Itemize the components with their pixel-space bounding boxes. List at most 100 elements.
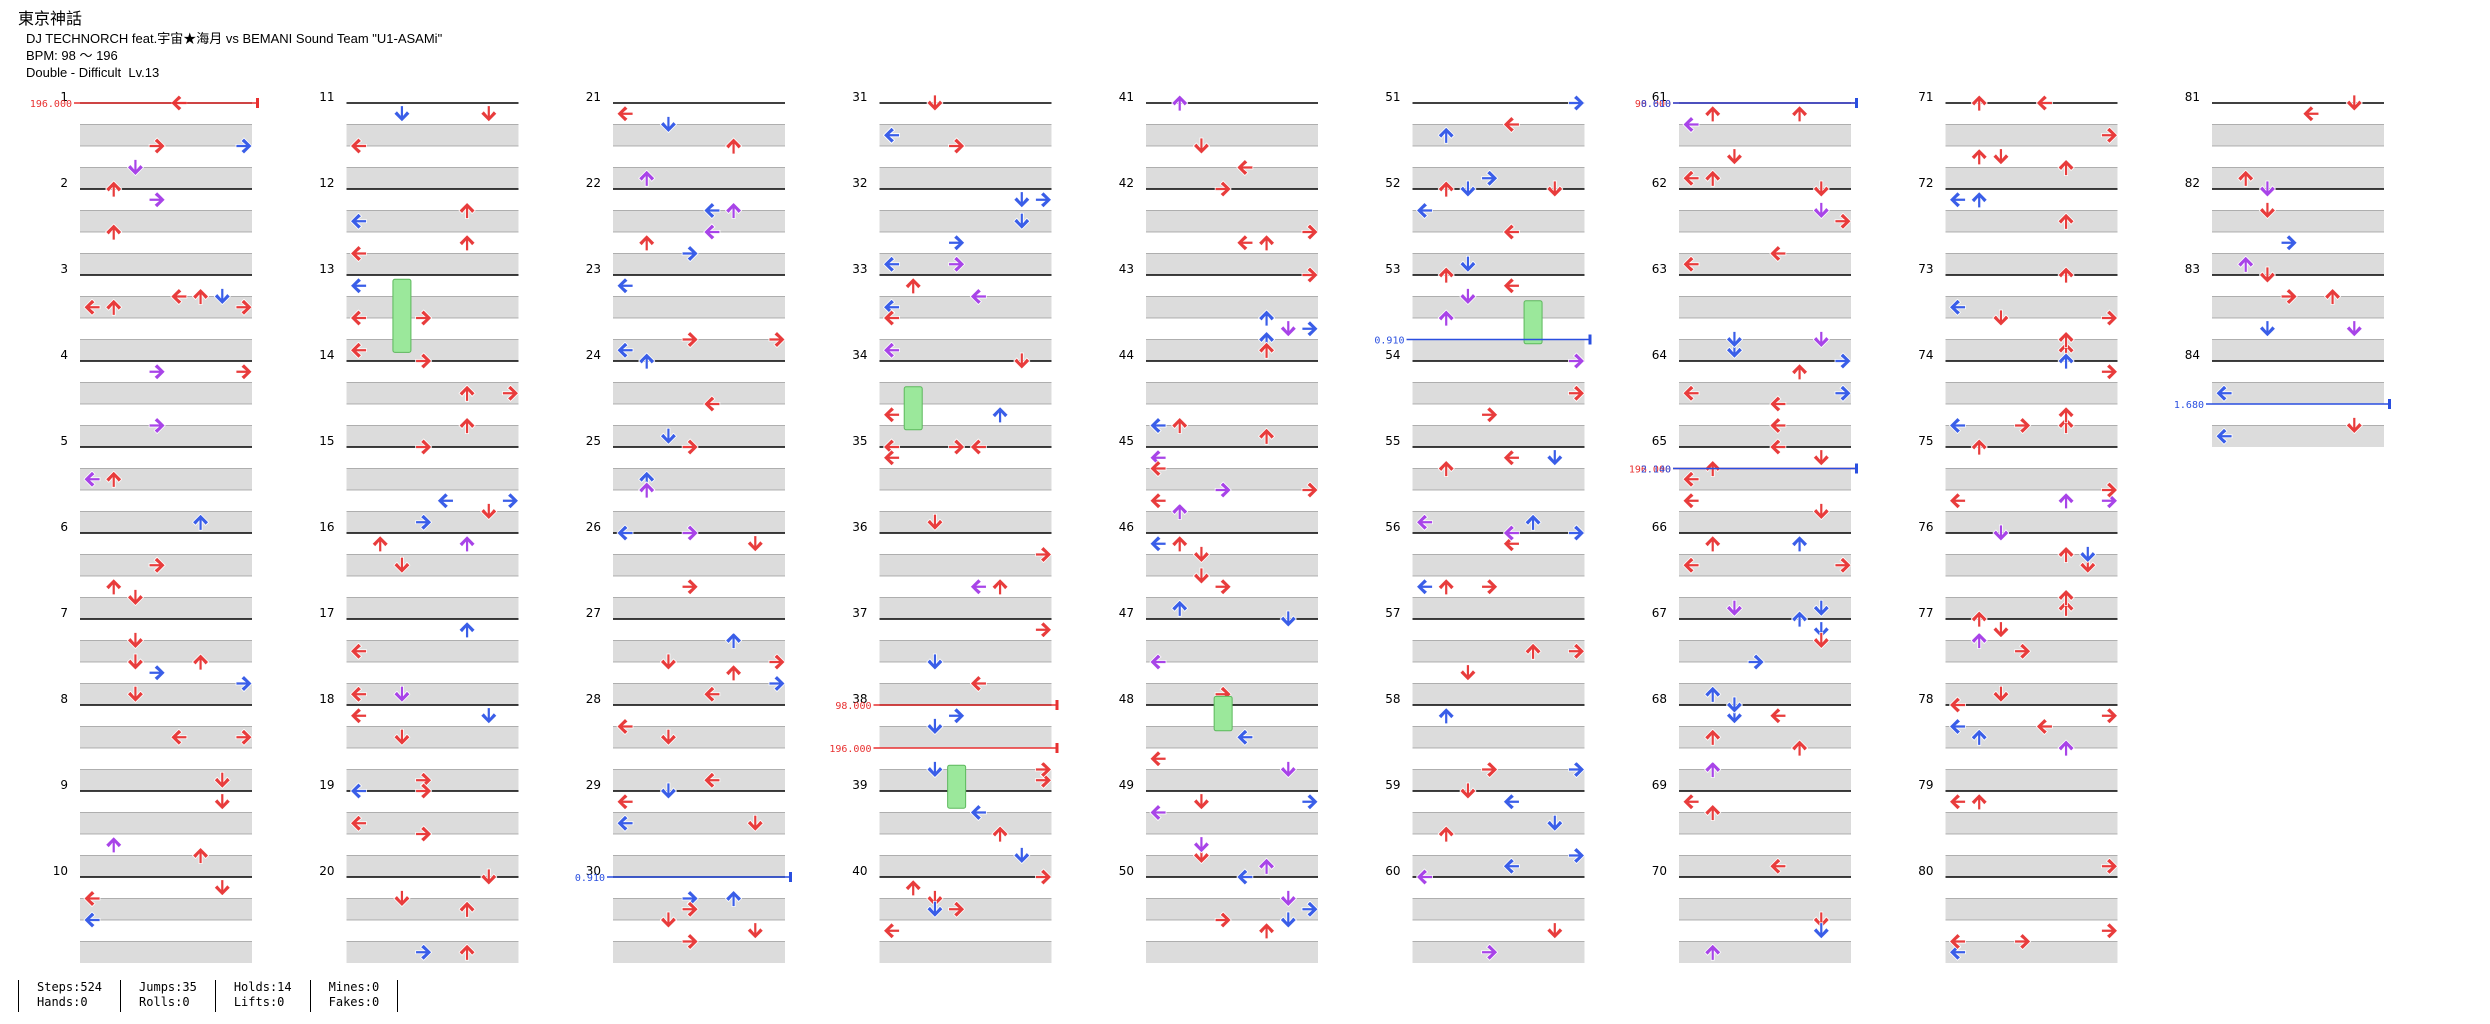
measure-number: 25: [586, 434, 601, 448]
beat-row: [1679, 425, 1851, 447]
arrow-note-icon: [1812, 449, 1830, 467]
arrow-note-icon: [2014, 932, 2032, 951]
measure-number: 30: [586, 864, 601, 878]
measure-number: 67: [1652, 606, 1667, 620]
arrow-note-icon: [1970, 728, 1988, 746]
arrow-note-icon: [1970, 610, 1988, 628]
beat-row: [1945, 511, 2118, 533]
beat-row: [879, 425, 1052, 447]
step-chart: 1234567891011121314151617181920212223242…: [30, 90, 2391, 963]
arrow-note-icon: [1834, 556, 1852, 574]
arrow-note-icon: [681, 330, 699, 349]
freeze-hold-icon: [1213, 695, 1233, 732]
arrow-note-icon: [1992, 148, 2010, 166]
beat-row: [1412, 554, 1585, 576]
arrow-note-icon: [882, 449, 900, 467]
arrow-note-icon: [349, 137, 367, 155]
measure-number: 27: [586, 606, 601, 620]
arrow-note-icon: [1992, 685, 2010, 703]
arrow-note-icon: [1279, 890, 1297, 908]
beat-row: [1679, 124, 1851, 146]
beat-row: [346, 554, 519, 576]
arrow-note-icon: [393, 556, 411, 574]
measure-number: 9: [60, 778, 68, 792]
measure-number: 8: [60, 692, 68, 706]
measure-number: 24: [586, 348, 601, 362]
arrow-note-icon: [2101, 707, 2119, 725]
arrow-note-icon: [83, 911, 101, 929]
beat-row: [1412, 468, 1585, 490]
arrow-note-icon: [105, 470, 123, 488]
difficulty-line: Double - Difficult Lv.13: [26, 65, 160, 80]
beat-row: [879, 124, 1052, 146]
arrow-note-icon: [746, 535, 764, 553]
arrow-note-icon: [1171, 416, 1189, 434]
arrow-note-icon: [349, 685, 367, 703]
arrow-note-icon: [1769, 395, 1787, 413]
arrow-note-icon: [2057, 352, 2075, 370]
arrow-note-icon: [1791, 535, 1809, 553]
beat-row: [1679, 726, 1851, 748]
arrow-note-icon: [616, 524, 634, 542]
arrow-note-icon: [1704, 105, 1722, 123]
beat-row: [2212, 339, 2384, 361]
arrow-note-icon: [1546, 922, 1564, 940]
arrow-note-icon: [1459, 288, 1477, 306]
bpm-line: BPM: 98 ～ 196: [26, 48, 118, 63]
beat-row: [80, 554, 252, 576]
beat-row: [346, 511, 519, 533]
beat-row: [1945, 726, 2118, 748]
beat-row: [346, 597, 519, 619]
beat-row: [1412, 597, 1585, 619]
beat-row: [1945, 941, 2118, 963]
measure-number: 22: [586, 176, 601, 190]
measure-number: 47: [1119, 606, 1134, 620]
jumps-count: Jumps:35: [139, 980, 197, 994]
arrow-note-icon: [1415, 578, 1433, 596]
arrow-note-icon: [1171, 599, 1189, 617]
arrow-note-icon: [1437, 180, 1455, 198]
arrow-note-icon: [192, 846, 210, 864]
beat-row: [613, 425, 785, 447]
arrow-note-icon: [638, 234, 656, 252]
arrow-note-icon: [1279, 761, 1297, 779]
arrow-note-icon: [1258, 857, 1276, 875]
measure-column: 1 2 3 4 5 6 7 8 9 10: [53, 90, 253, 963]
arrow-note-icon: [349, 341, 367, 359]
arrow-note-icon: [148, 137, 166, 155]
arrow-note-icon: [1704, 943, 1722, 961]
measure-number: 74: [1918, 348, 1933, 362]
beat-row: [1146, 511, 1318, 533]
arrow-note-icon: [83, 298, 101, 316]
beat-row: [1945, 597, 2118, 619]
arrow-note-icon: [725, 664, 743, 682]
arrow-note-icon: [1568, 94, 1586, 112]
beat-row: [80, 425, 252, 447]
arrow-note-icon: [235, 137, 253, 155]
arrow-note-icon: [969, 287, 987, 306]
arrow-note-icon: [1948, 696, 1966, 714]
arrow-note-icon: [415, 782, 433, 800]
measure-number: 43: [1119, 262, 1134, 276]
measure-number: 55: [1385, 434, 1400, 448]
measure-number: 71: [1918, 90, 1933, 104]
arrow-note-icon: [2057, 739, 2075, 757]
arrow-note-icon: [969, 578, 987, 596]
arrow-note-icon: [2057, 266, 2075, 284]
beat-row: [1412, 339, 1585, 361]
measure-number: 48: [1119, 692, 1134, 706]
beat-row: [2212, 210, 2384, 232]
measure-number: 52: [1385, 176, 1400, 190]
beat-row: [1679, 640, 1851, 662]
beat-row: [879, 210, 1052, 232]
beat-row: [1679, 382, 1851, 404]
beat-row: [80, 296, 252, 318]
arrow-note-icon: [926, 513, 944, 531]
beat-row: [80, 855, 252, 877]
arrow-note-icon: [502, 492, 520, 510]
arrow-note-icon: [170, 728, 188, 746]
arrow-note-icon: [2014, 416, 2032, 435]
beat-row: [80, 941, 252, 963]
arrow-note-icon: [1769, 244, 1787, 263]
arrow-note-icon: [616, 277, 634, 295]
